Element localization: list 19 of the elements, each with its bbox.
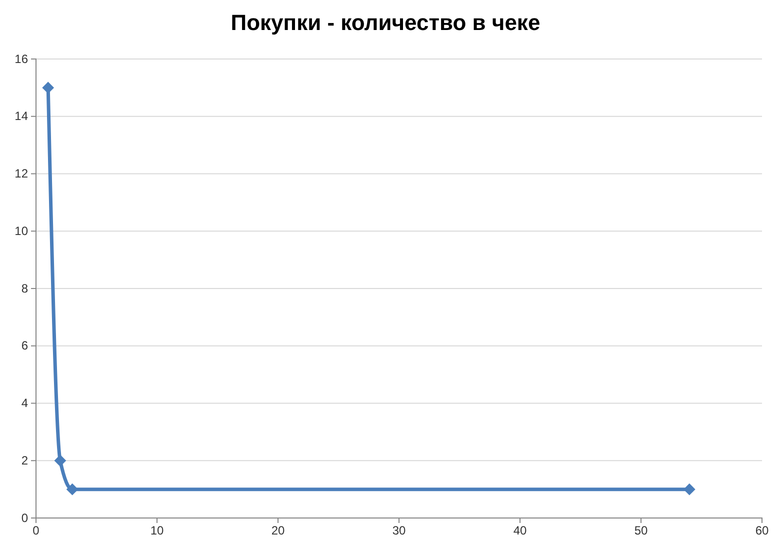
y-tick-label: 16	[14, 52, 28, 66]
y-tick-label: 8	[21, 281, 28, 296]
chart-title: Покупки - количество в чеке	[230, 10, 540, 35]
x-tick-label: 50	[634, 524, 648, 538]
x-tick-label: 30	[392, 524, 406, 538]
x-tick-label: 20	[271, 524, 285, 538]
x-tick-label: 0	[32, 524, 40, 538]
y-tick-label: 10	[14, 224, 28, 238]
point	[54, 454, 66, 467]
y-tick-label: 12	[14, 166, 28, 181]
x-tick-label: 60	[755, 524, 769, 538]
y-tick-label: 2	[21, 453, 28, 468]
y-tick-label: 14	[14, 109, 28, 124]
y-tick-label: 4	[21, 396, 28, 410]
x-tick-label: 10	[150, 524, 164, 538]
y-tick-label: 6	[21, 338, 28, 353]
y-tick-label: 0	[21, 510, 28, 525]
x-tick-label: 40	[513, 524, 527, 538]
point	[66, 483, 78, 496]
